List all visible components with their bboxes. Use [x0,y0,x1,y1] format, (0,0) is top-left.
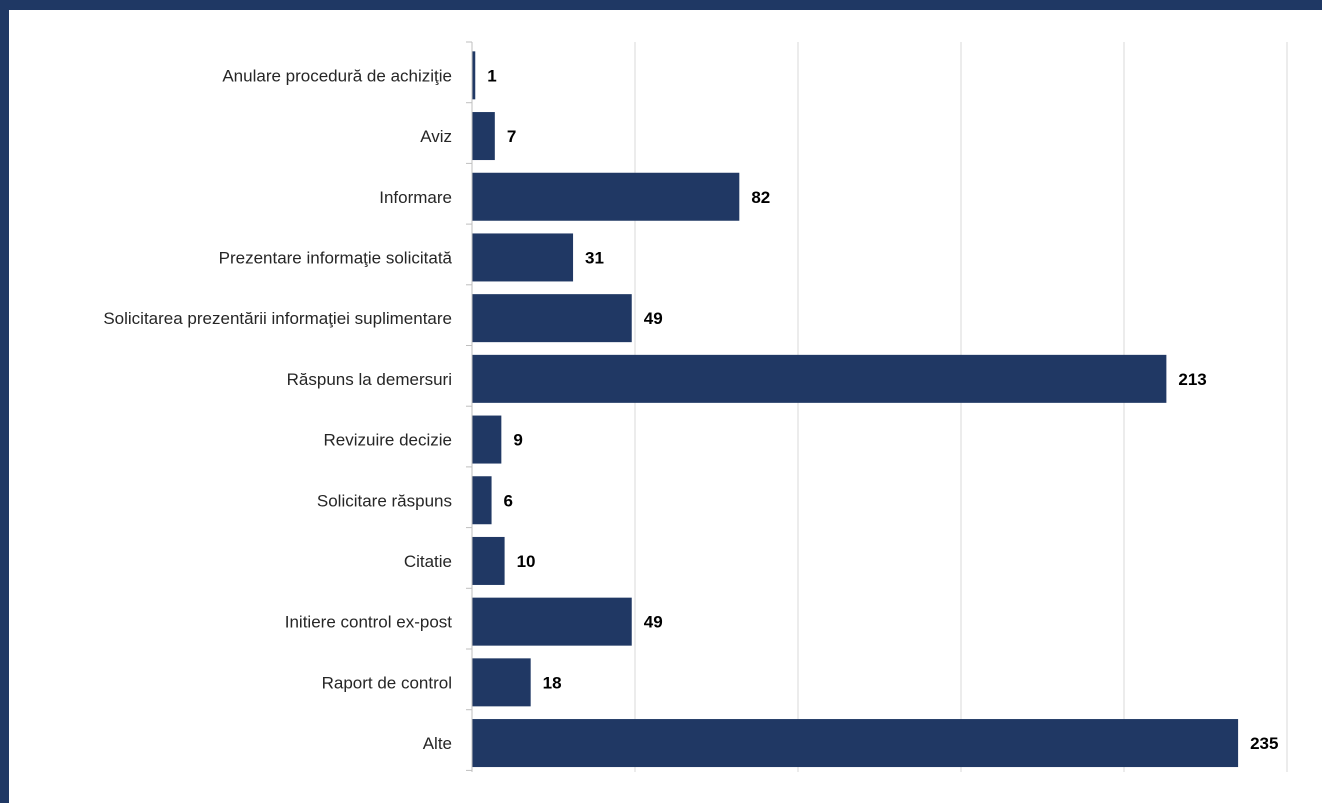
gridlines [634,42,1288,772]
bar-12 [472,719,1239,768]
data-label-11: 18 [543,673,562,692]
frame-left-border [0,0,9,803]
data-label-10: 49 [644,613,663,632]
category-labels: Anulare procedură de achiziţie Aviz Inform… [103,66,452,753]
category-label-8: Solicitare răspuns [317,491,452,510]
category-label-3: Informare [379,188,452,207]
category-label-5: Solicitarea prezentării informaţiei supl… [103,309,452,328]
data-label-12: 235 [1250,734,1278,753]
bar-10 [472,597,632,646]
bar-11 [472,658,531,707]
bar-1 [472,51,476,100]
bar-6 [472,354,1167,403]
data-label-3: 82 [751,188,770,207]
category-label-6: Răspuns la demersuri [287,370,452,389]
data-label-7: 9 [513,431,522,450]
bar-9 [472,536,505,585]
category-label-12: Alte [423,734,452,753]
data-label-9: 10 [517,552,536,571]
frame-top-border [0,0,1322,10]
bar-7 [472,415,502,464]
bar-8 [472,476,492,525]
data-labels: 1 7 82 31 49 213 9 6 10 49 18 235 [487,66,1278,753]
category-label-10: Initiere control ex-post [285,613,453,632]
data-label-5: 49 [644,309,663,328]
category-label-4: Prezentare informaţie solicitată [219,248,453,267]
data-label-4: 31 [585,248,604,267]
category-axis [466,41,473,772]
data-label-8: 6 [504,491,513,510]
bar-3 [472,172,740,221]
bar-5 [472,294,632,343]
category-label-2: Aviz [420,127,452,146]
data-label-1: 1 [487,66,496,85]
bar-2 [472,112,495,161]
data-label-6: 213 [1178,370,1206,389]
category-label-11: Raport de control [322,673,452,692]
category-label-7: Revizuire decizie [324,431,453,450]
bar-4 [472,233,574,282]
category-label-9: Citatie [404,552,452,571]
data-label-2: 7 [507,127,516,146]
category-label-1: Anulare procedură de achiziţie [222,66,452,85]
bars [472,51,1239,768]
